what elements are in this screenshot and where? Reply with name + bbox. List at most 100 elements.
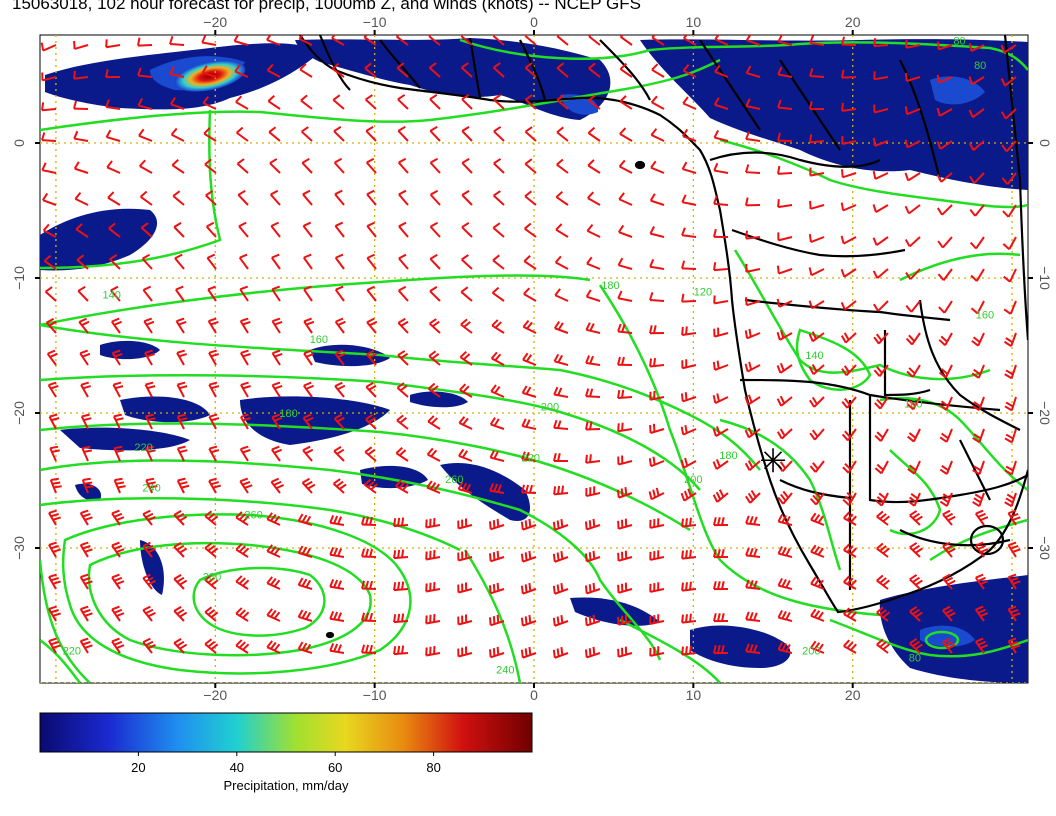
wind-barb	[461, 189, 473, 206]
wind-barb	[776, 428, 793, 440]
wind-barb	[271, 285, 281, 302]
wind-barb	[489, 417, 505, 430]
wind-barb	[905, 332, 921, 346]
wind-barb	[873, 104, 889, 114]
contour-line	[87, 541, 372, 657]
wind-barb	[876, 606, 890, 622]
wind-barb	[429, 286, 441, 302]
wind-barb	[714, 35, 729, 46]
wind-barb	[552, 582, 569, 595]
contour-line	[40, 639, 81, 683]
wind-barb	[239, 445, 251, 462]
wind-barb	[713, 327, 729, 338]
contour-label: 220	[63, 646, 81, 658]
wind-barb	[333, 157, 345, 174]
wind-barb	[48, 541, 61, 558]
wind-barb	[79, 605, 93, 622]
wind-barb	[843, 543, 857, 558]
wind-barb	[617, 257, 633, 270]
wind-barb	[48, 637, 61, 654]
wind-barb	[79, 573, 93, 590]
wind-barb	[712, 426, 729, 437]
wind-barb	[1004, 428, 1017, 444]
wind-barb	[843, 575, 857, 590]
wind-barb	[145, 477, 158, 494]
wind-barb	[617, 646, 633, 658]
wind-barb	[939, 492, 953, 507]
country-border	[709, 151, 881, 168]
wind-barb	[936, 107, 953, 117]
precip-region	[140, 540, 164, 595]
wind-barb	[334, 317, 346, 334]
wind-barb	[682, 128, 697, 142]
colorbar	[39, 712, 533, 753]
wind-barb	[303, 317, 315, 334]
wind-barb	[777, 199, 793, 209]
wind-barb	[365, 94, 377, 110]
wind-barb	[682, 63, 697, 78]
wind-barb	[396, 35, 409, 46]
wind-barb	[777, 99, 793, 110]
precip-region	[295, 38, 611, 120]
wind-barb	[650, 160, 665, 174]
contour-label: 200	[802, 646, 820, 658]
contour-line	[40, 496, 461, 552]
wind-barb	[207, 317, 219, 334]
wind-barb	[1004, 364, 1017, 380]
wind-barb	[617, 290, 633, 302]
wind-barb	[460, 35, 473, 46]
wind-barb	[585, 322, 601, 334]
contour-label: 280	[203, 571, 221, 583]
wind-barb	[426, 480, 441, 494]
wind-barb	[942, 541, 956, 558]
wind-barb	[681, 260, 697, 270]
wind-barb	[584, 550, 601, 563]
wind-barb	[428, 382, 441, 398]
wind-barb	[777, 578, 793, 590]
wind-barb	[585, 289, 601, 302]
wind-barb	[239, 477, 253, 494]
wind-barb	[364, 62, 377, 78]
wind-barb	[585, 388, 601, 398]
wind-barb	[713, 228, 729, 238]
wind-barb	[810, 576, 825, 590]
wind-barb	[553, 485, 569, 496]
lon-tick-label-top: 0	[530, 14, 538, 30]
wind-barb	[681, 326, 697, 336]
wind-barb	[297, 641, 313, 654]
wind-barb	[235, 575, 250, 590]
wind-barb	[1002, 204, 1017, 218]
wind-barb	[170, 96, 185, 110]
wind-barb	[648, 487, 665, 501]
wind-barb	[111, 573, 125, 590]
wind-barb	[584, 614, 601, 627]
height-contours	[40, 38, 1028, 683]
wind-barb	[429, 125, 441, 142]
country-border	[731, 228, 906, 258]
wind-barb	[873, 71, 889, 81]
contour-label: 200	[684, 474, 702, 486]
wind-barb	[619, 35, 633, 46]
wind-barb	[745, 547, 761, 558]
wind-barb	[297, 545, 313, 558]
wind-barb	[682, 96, 697, 110]
wind-barb	[204, 158, 217, 174]
wind-barb	[137, 97, 153, 110]
wind-barb	[172, 190, 185, 206]
wind-barb	[712, 360, 729, 371]
wind-barb	[493, 190, 505, 206]
wind-barb	[904, 204, 921, 215]
wind-barb	[489, 450, 505, 462]
wind-barb	[942, 605, 956, 622]
wind-barb	[842, 460, 857, 474]
wind-barb	[41, 102, 57, 112]
wind-barb	[398, 253, 409, 270]
wind-barb	[428, 35, 441, 46]
wind-barb	[393, 645, 409, 656]
wind-barb	[1000, 76, 1017, 87]
wind-barb	[974, 637, 989, 654]
wind-barb	[681, 613, 697, 624]
wind-barb	[744, 427, 761, 439]
wind-barb	[205, 190, 217, 206]
